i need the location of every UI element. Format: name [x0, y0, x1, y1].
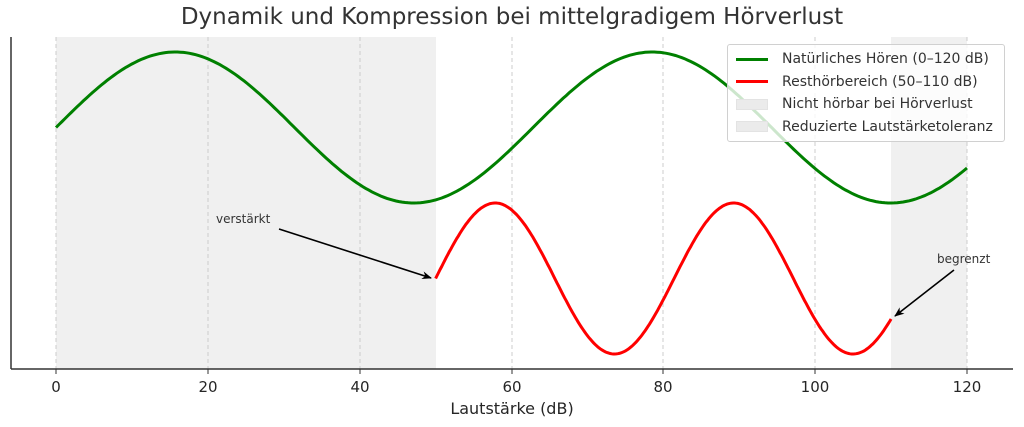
x-axis-label: Lautstärke (dB) [450, 399, 573, 418]
legend-item-residual: Resthörbereich (50–110 dB) [736, 71, 996, 94]
green-line-swatch-icon [736, 57, 768, 61]
x-ticks [55, 369, 968, 374]
x-tick-label: 100 [801, 378, 830, 396]
arrow-limited [894, 269, 955, 317]
grid-lines [55, 37, 968, 369]
legend: Natürliches Hören (0–120 dB) Resthörbere… [727, 44, 1005, 142]
series-natural-hearing [54, 50, 968, 205]
shade-not-audible [56, 37, 436, 369]
legend-label: Natürliches Hören (0–120 dB) [782, 51, 989, 68]
annotation-limited: begrenzt [937, 252, 991, 266]
x-tick-labels: 0 20 40 60 80 100 120 [51, 378, 981, 396]
x-tick-label: 20 [198, 378, 217, 396]
legend-item-natural: Natürliches Hören (0–120 dB) [736, 48, 996, 71]
x-tick-label: 40 [350, 378, 369, 396]
legend-item-not-audible: Nicht hörbar bei Hörverlust [736, 93, 996, 116]
series-residual-hearing [434, 201, 893, 356]
x-tick-label: 0 [51, 378, 61, 396]
x-tick-label: 120 [953, 378, 982, 396]
legend-label: Nicht hörbar bei Hörverlust [782, 96, 973, 113]
chart-title: Dynamik und Kompression bei mittelgradig… [180, 4, 844, 30]
legend-item-reduced-tolerance: Reduzierte Lautstärketoleranz [736, 116, 996, 139]
legend-label: Resthörbereich (50–110 dB) [782, 73, 978, 90]
gray-box-swatch-icon [736, 121, 768, 133]
legend-label: Reduzierte Lautstärketoleranz [782, 118, 993, 135]
gray-box-swatch-icon [736, 98, 768, 110]
arrow-amplified [278, 228, 432, 280]
x-tick-label: 60 [502, 378, 521, 396]
red-line-swatch-icon [736, 80, 768, 84]
annotation-amplified: verstärkt [216, 212, 271, 226]
x-tick-label: 80 [653, 378, 672, 396]
